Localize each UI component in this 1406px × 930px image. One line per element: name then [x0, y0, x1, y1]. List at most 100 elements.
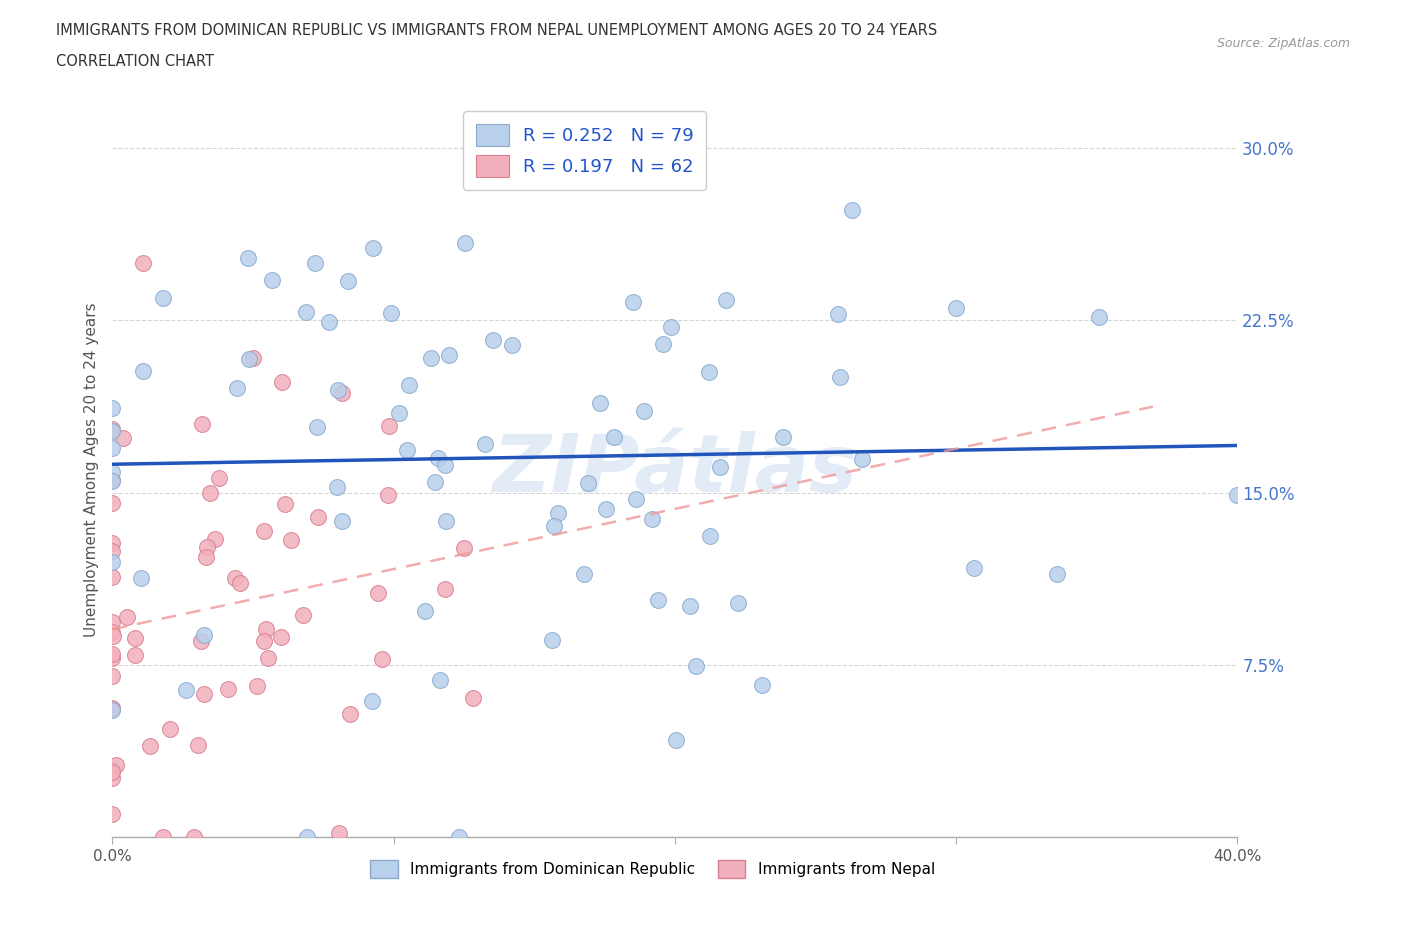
Point — [152, 830, 174, 844]
Point — [257, 650, 280, 665]
Point — [1087, 310, 1109, 325]
Text: IMMIGRANTS FROM DOMINICAN REPUBLIC VS IMMIGRANTS FROM NEPAL UNEMPLOYMENT AMONG A: IMMIGRANTS FROM DOMINICAN REPUBLIC VS IM… — [56, 23, 938, 38]
Point — [101, 647, 124, 662]
Point — [474, 436, 496, 451]
Point — [101, 764, 124, 779]
Point — [101, 624, 124, 639]
Point — [501, 338, 523, 352]
Point — [437, 347, 460, 362]
Point — [665, 733, 688, 748]
Point — [101, 544, 124, 559]
Point — [434, 513, 457, 528]
Point — [328, 382, 350, 397]
Point — [242, 351, 264, 365]
Point — [187, 737, 209, 752]
Point — [224, 571, 246, 586]
Point — [270, 630, 292, 644]
Point — [112, 431, 135, 445]
Legend: Immigrants from Dominican Republic, Immigrants from Nepal: Immigrants from Dominican Republic, Immi… — [364, 854, 941, 884]
Point — [830, 369, 852, 384]
Point — [101, 441, 124, 456]
Point — [330, 385, 353, 400]
Point — [229, 576, 252, 591]
Point — [245, 679, 267, 694]
Point — [159, 722, 181, 737]
Point — [139, 738, 162, 753]
Point — [398, 378, 420, 392]
Point — [274, 497, 297, 512]
Point — [388, 405, 411, 420]
Point — [101, 614, 124, 629]
Point — [647, 592, 669, 607]
Point — [380, 306, 402, 321]
Point — [193, 627, 215, 642]
Point — [152, 290, 174, 305]
Point — [295, 305, 318, 320]
Point — [101, 651, 124, 666]
Point — [576, 475, 599, 490]
Point — [851, 451, 873, 466]
Point — [420, 351, 443, 365]
Point — [238, 251, 260, 266]
Point — [337, 273, 360, 288]
Point — [176, 683, 198, 698]
Point — [271, 375, 294, 390]
Point — [101, 570, 124, 585]
Point — [772, 430, 794, 445]
Point — [193, 686, 215, 701]
Point — [105, 758, 128, 773]
Point — [295, 830, 318, 844]
Point — [101, 536, 124, 551]
Point — [377, 487, 399, 502]
Point — [633, 404, 655, 418]
Point — [328, 826, 350, 841]
Point — [453, 541, 475, 556]
Point — [101, 669, 124, 684]
Point — [396, 443, 419, 458]
Point — [101, 763, 124, 777]
Point — [547, 506, 569, 521]
Point — [304, 256, 326, 271]
Point — [101, 473, 124, 488]
Point — [280, 532, 302, 547]
Point — [963, 561, 986, 576]
Point — [751, 678, 773, 693]
Point — [543, 519, 565, 534]
Point — [207, 470, 229, 485]
Point — [101, 702, 124, 717]
Point — [679, 599, 702, 614]
Point — [238, 352, 260, 366]
Point — [115, 610, 138, 625]
Point — [589, 396, 612, 411]
Point — [132, 256, 155, 271]
Point — [339, 707, 361, 722]
Text: Source: ZipAtlas.com: Source: ZipAtlas.com — [1216, 37, 1350, 50]
Point — [827, 307, 849, 322]
Y-axis label: Unemployment Among Ages 20 to 24 years: Unemployment Among Ages 20 to 24 years — [83, 302, 98, 637]
Point — [101, 424, 124, 439]
Point — [377, 418, 399, 433]
Point — [841, 203, 863, 218]
Point — [574, 566, 596, 581]
Point — [101, 421, 124, 436]
Point — [124, 647, 146, 662]
Point — [194, 550, 217, 565]
Point — [1045, 566, 1067, 581]
Point — [716, 293, 738, 308]
Point — [101, 474, 124, 489]
Point — [461, 690, 484, 705]
Point — [371, 651, 394, 666]
Point — [672, 170, 695, 185]
Point — [727, 595, 749, 610]
Point — [262, 272, 284, 287]
Point — [447, 830, 470, 844]
Point — [685, 659, 707, 674]
Point — [945, 301, 967, 316]
Point — [651, 337, 673, 352]
Point — [330, 513, 353, 528]
Point — [361, 241, 384, 256]
Point — [709, 459, 731, 474]
Point — [101, 401, 124, 416]
Point — [413, 604, 436, 618]
Point — [659, 320, 682, 335]
